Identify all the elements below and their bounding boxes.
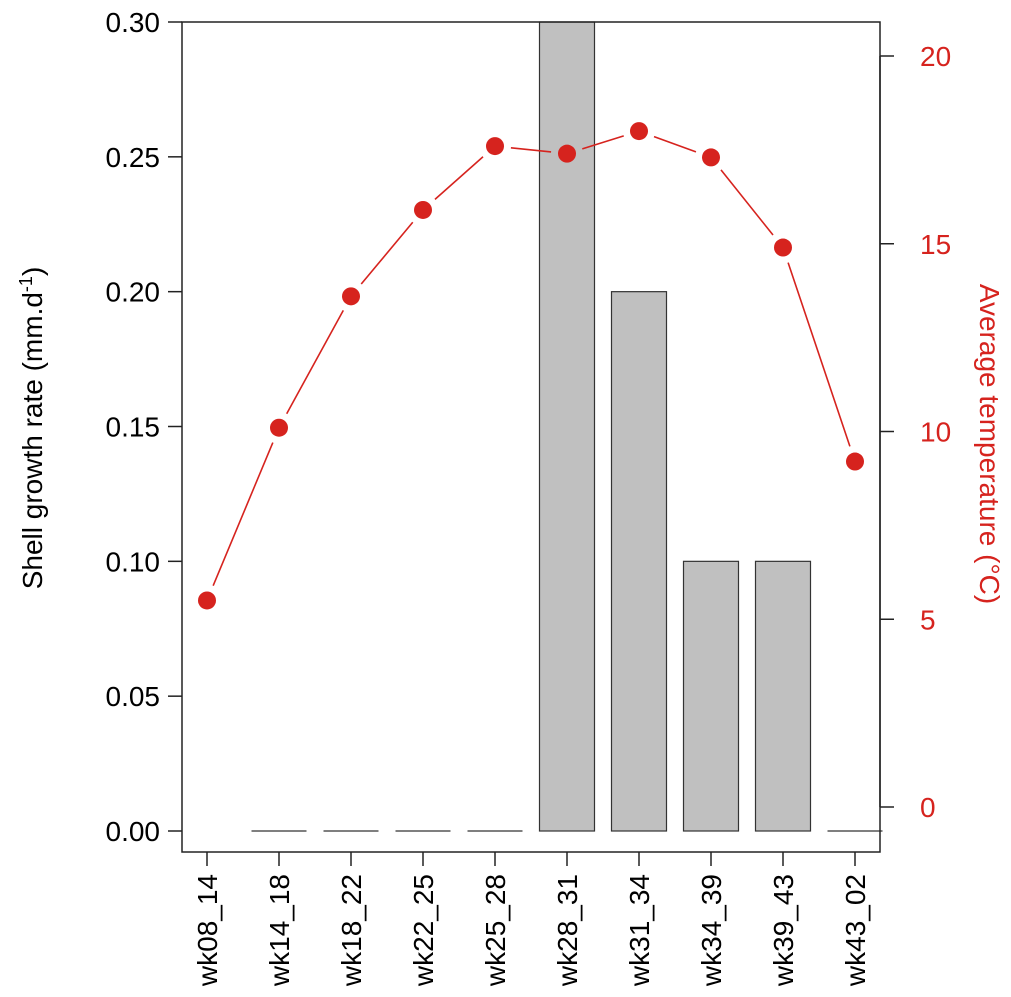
y-tick-label: 0.05 bbox=[106, 681, 161, 712]
x-tick-label: wk08_14 bbox=[192, 874, 223, 987]
y-axis-right: 0 5 10 15 20 bbox=[879, 41, 951, 823]
bar-wk39_43 bbox=[754, 560, 812, 832]
x-tick-label: wk28_31 bbox=[552, 874, 583, 987]
y-tick-label: 0.25 bbox=[106, 142, 161, 173]
temperature-point-wk28_31 bbox=[558, 144, 576, 163]
y2-tick-label: 10 bbox=[920, 417, 951, 448]
y-tick-label: 0.10 bbox=[106, 546, 161, 577]
temperature-segment bbox=[510, 146, 552, 153]
y2-tick-label: 0 bbox=[920, 792, 936, 823]
bar-wk28_31 bbox=[538, 21, 596, 832]
temperature-segment bbox=[787, 262, 851, 447]
bars-group bbox=[251, 21, 883, 832]
y-tick-label: 0.00 bbox=[106, 816, 161, 847]
x-tick-label: wk34_39 bbox=[696, 874, 727, 987]
temperature-segment bbox=[360, 221, 414, 285]
x-tick-label: wk22_25 bbox=[408, 874, 439, 987]
temperature-line-group bbox=[198, 122, 864, 610]
temperature-segment bbox=[653, 135, 697, 153]
y-axis-left: 0.00 0.05 0.10 0.15 0.20 0.25 0.30 bbox=[106, 7, 182, 847]
temperature-point-wk34_39 bbox=[702, 148, 720, 167]
y-axis-title-suffix: ) bbox=[17, 267, 48, 276]
x-tick-label: wk14_18 bbox=[264, 874, 295, 987]
temperature-point-wk25_28 bbox=[486, 137, 504, 156]
x-axis: wk08_14 wk14_18 wk18_22 wk22_25 wk25_28 wk28_… bbox=[192, 852, 871, 987]
bar-wk31_34 bbox=[610, 291, 668, 832]
y-tick-label: 0.20 bbox=[106, 277, 161, 308]
y-tick-label: 0.30 bbox=[106, 7, 161, 38]
x-tick-label: wk18_22 bbox=[336, 874, 367, 987]
temperature-point-wk43_02 bbox=[846, 452, 864, 471]
x-tick-label: wk43_02 bbox=[840, 874, 871, 987]
temperature-segment bbox=[212, 442, 274, 587]
temperature-point-wk31_34 bbox=[630, 122, 648, 141]
bar-wk34_39 bbox=[682, 560, 740, 832]
temperature-point-wk22_25 bbox=[414, 200, 432, 219]
y2-axis-title: Average temperature (°C) bbox=[974, 284, 1005, 604]
x-tick-label: wk25_28 bbox=[480, 874, 511, 987]
y2-tick-label: 15 bbox=[920, 229, 951, 260]
y-axis-title: Shell growth rate (mm.d-1) bbox=[16, 267, 48, 590]
temperature-point-wk39_43 bbox=[774, 238, 792, 257]
temperature-segment bbox=[582, 135, 624, 150]
y2-tick-label: 5 bbox=[920, 604, 936, 635]
y-axis-title-main: Shell growth rate (mm.d bbox=[17, 292, 48, 589]
temperature-point-wk18_22 bbox=[342, 287, 360, 306]
y2-tick-label: 20 bbox=[920, 41, 951, 72]
x-tick-label: wk39_43 bbox=[768, 874, 799, 987]
y-tick-label: 0.15 bbox=[106, 412, 161, 443]
temperature-segment bbox=[285, 309, 345, 415]
temperature-segment bbox=[720, 169, 774, 236]
temperature-segment bbox=[434, 156, 484, 200]
x-tick-label: wk31_34 bbox=[624, 874, 655, 987]
temperature-point-wk08_14 bbox=[198, 591, 216, 610]
temperature-point-wk14_18 bbox=[270, 418, 288, 437]
y-axis-title-superscript: -1 bbox=[16, 276, 36, 292]
